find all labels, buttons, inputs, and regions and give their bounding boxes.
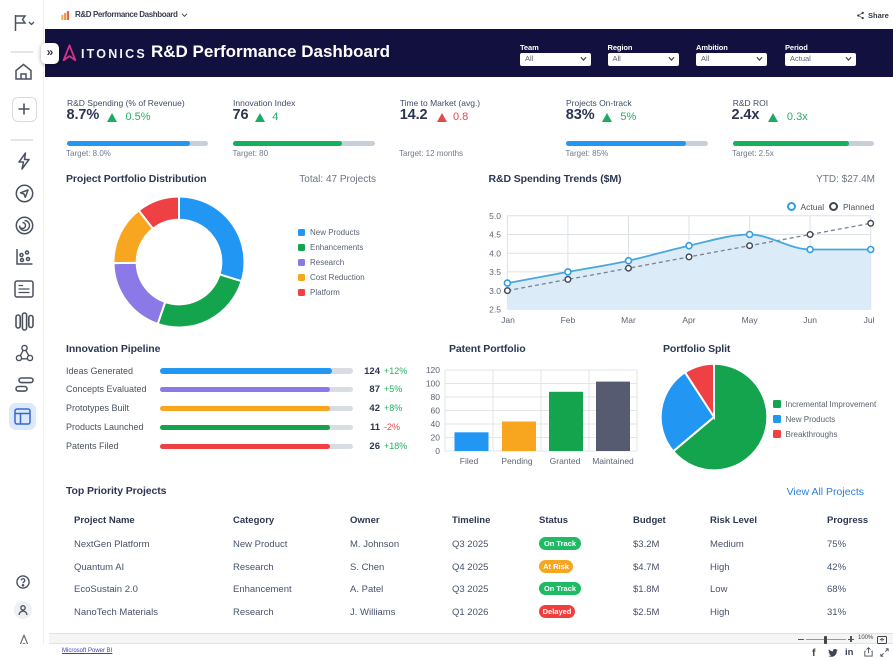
svg-text:3.5: 3.5 [489,267,501,277]
svg-text:Granted: Granted [550,456,581,466]
svg-text:Jun: Jun [803,315,817,325]
svg-text:Jan: Jan [501,315,515,325]
svg-text:5.0: 5.0 [489,211,501,221]
svg-text:2.5: 2.5 [489,305,501,315]
svg-text:Filed: Filed [460,456,479,466]
svg-text:80: 80 [431,392,441,402]
svg-text:Apr: Apr [682,315,695,325]
svg-text:Pending: Pending [501,456,532,466]
svg-text:Maintained: Maintained [592,456,634,466]
svg-text:20: 20 [431,433,441,443]
svg-text:Feb: Feb [561,315,576,325]
svg-text:100: 100 [426,379,440,389]
svg-text:May: May [742,315,759,325]
svg-text:Mar: Mar [621,315,636,325]
svg-text:4.0: 4.0 [489,248,501,258]
svg-text:120: 120 [426,365,440,375]
svg-text:0: 0 [435,446,440,456]
svg-text:3.0: 3.0 [489,286,501,296]
svg-text:Jul: Jul [864,315,875,325]
svg-text:60: 60 [431,406,441,416]
svg-text:40: 40 [431,419,441,429]
svg-text:4.5: 4.5 [489,230,501,240]
